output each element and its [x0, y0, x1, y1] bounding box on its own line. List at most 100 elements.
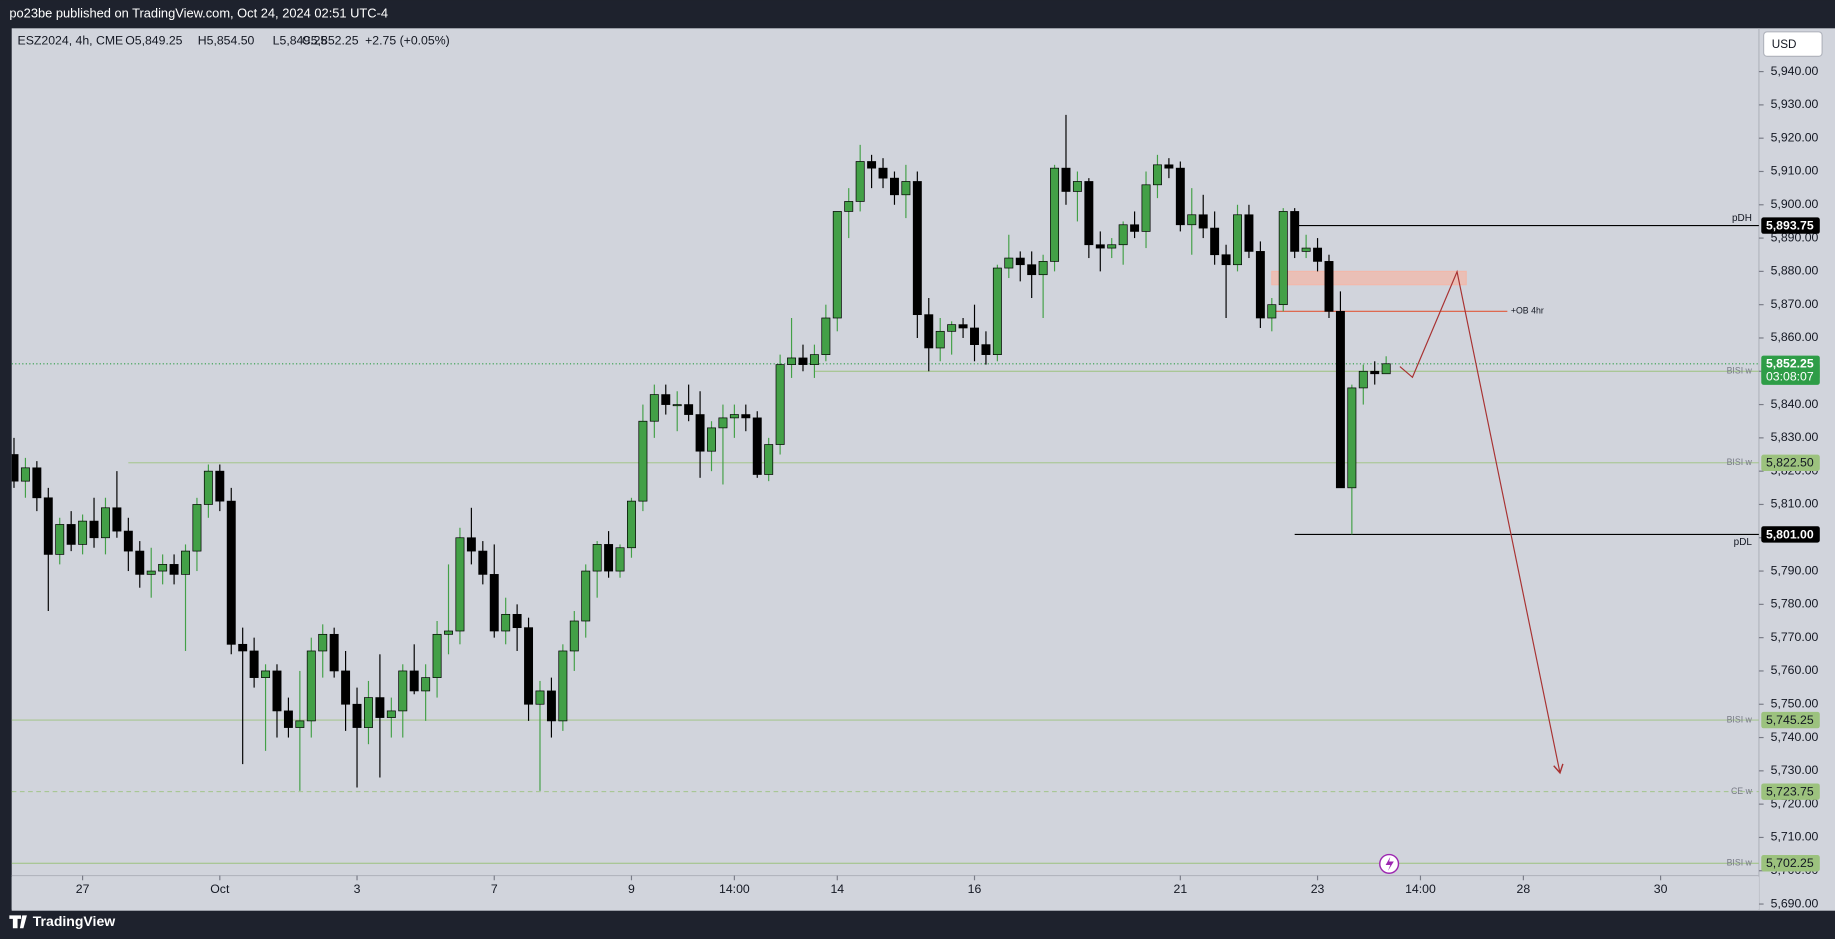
candle-body [1381, 363, 1391, 375]
level-label: BISI w [1727, 457, 1753, 467]
candle-body [661, 394, 671, 405]
candle-body [226, 500, 236, 645]
x-tick-label: 28 [1517, 882, 1531, 896]
y-tick-label: 5,770.00 [1771, 630, 1819, 644]
candle-body [1210, 227, 1220, 256]
candle-body [878, 167, 888, 179]
candle-body [546, 690, 556, 722]
candle-body [43, 497, 53, 555]
candle-body [924, 314, 934, 349]
candle-body [341, 670, 351, 705]
candle-body [32, 467, 42, 499]
candle-body [1244, 214, 1254, 252]
candle-body [1050, 167, 1060, 262]
candle-body [375, 697, 385, 718]
y-tick-label: 5,880.00 [1771, 264, 1819, 278]
y-tick-label: 5,780.00 [1771, 597, 1819, 611]
candle-body [958, 324, 968, 329]
ohlc-open: O5,849.25 [125, 33, 182, 47]
zone [1271, 270, 1467, 286]
currency-label: USD [1772, 38, 1797, 51]
candle-body [123, 530, 133, 552]
candle-body [512, 613, 522, 629]
symbol-legend: ESZ2024, 4h, CME O5,849.25 H5,854.50 L5,… [18, 33, 450, 47]
level-label: BISI w [1727, 714, 1753, 724]
y-tick-label: 5,830.00 [1771, 430, 1819, 444]
candle-body [398, 670, 408, 712]
candle-body [741, 414, 751, 419]
level-label: CE w [1731, 786, 1753, 796]
price-label: 5,822.50 [1766, 456, 1814, 470]
candle-body [1324, 261, 1334, 312]
projection-path [1399, 269, 1564, 775]
y-tick-label: 5,840.00 [1771, 397, 1819, 411]
candle-body [535, 690, 545, 705]
candle-body [1335, 310, 1345, 489]
candle-body [947, 324, 957, 332]
alert-bolt [1385, 856, 1394, 871]
candle-body [707, 427, 716, 452]
level-label: BISI w [1727, 858, 1753, 868]
ohlc-low: L5,849.25 [273, 33, 328, 47]
candle-body [192, 504, 202, 552]
candle-body [501, 613, 511, 632]
candle-body [832, 211, 842, 319]
candle-body [787, 357, 797, 365]
price-label: 5,745.25 [1766, 713, 1814, 727]
candle-body [524, 627, 534, 705]
candle-body [1233, 214, 1242, 266]
candle-body [844, 201, 854, 212]
x-tick-label: 23 [1311, 882, 1325, 896]
chart-pane [11, 28, 1835, 911]
candle-body [1084, 181, 1094, 246]
candle-body [112, 507, 122, 532]
candle-body [249, 650, 259, 678]
ohlc-close: C5,852.25 [302, 33, 359, 47]
countdown-label: 03:08:07 [1766, 369, 1814, 383]
candle-body [901, 181, 911, 196]
y-tick-label: 5,930.00 [1771, 97, 1819, 111]
candle-body [11, 454, 19, 482]
level-label: pDL [1734, 537, 1753, 548]
currency-button[interactable] [1763, 31, 1823, 57]
candle-body [1130, 224, 1140, 232]
candle-body [306, 650, 316, 722]
price-label-box [1761, 711, 1820, 729]
candle-body [421, 677, 431, 692]
candle-body [867, 161, 877, 169]
candle-body [1313, 247, 1323, 262]
brand: TradingView [33, 913, 115, 929]
candle-body [992, 267, 1002, 355]
candle-body [821, 317, 831, 355]
y-tick-label: 5,690.00 [1771, 896, 1819, 910]
candle-body [261, 670, 271, 678]
candle-body [1267, 304, 1277, 319]
candle-body [1038, 261, 1048, 276]
y-tick-label: 5,720.00 [1771, 796, 1819, 810]
candle-body [649, 394, 659, 422]
candle-body [215, 470, 225, 502]
level-label: pDH [1732, 213, 1752, 224]
candle-body [672, 404, 682, 407]
candle-body [363, 697, 373, 728]
candle-body [1061, 167, 1071, 192]
y-tick-label: 5,910.00 [1771, 164, 1819, 178]
candle-body [718, 417, 728, 429]
x-tick-label: 30 [1654, 882, 1668, 896]
candle-body [329, 633, 339, 672]
candle-body [1015, 257, 1025, 266]
price-label-box [1761, 217, 1820, 234]
candle-body [592, 544, 602, 572]
candle-body [809, 354, 819, 365]
candle-body [1175, 167, 1185, 226]
candle-body [181, 550, 190, 575]
price-label-box [1761, 526, 1820, 543]
candle-body [55, 524, 65, 555]
candle-body [1358, 370, 1368, 389]
level-label: BISI w [1727, 366, 1753, 376]
candle-body [386, 710, 396, 718]
candle-body [1347, 387, 1357, 489]
candle-body [352, 703, 362, 728]
candle-body [1198, 214, 1208, 229]
